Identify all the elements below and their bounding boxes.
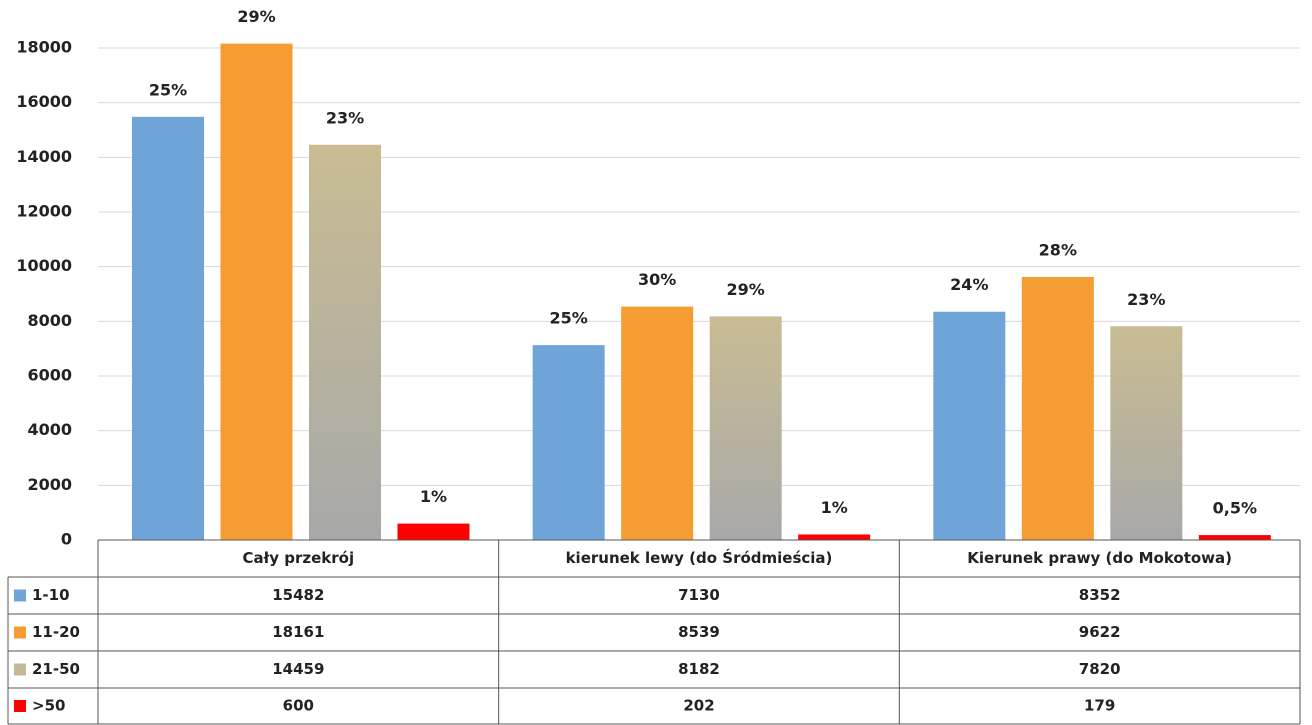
data-label: 0,5%	[1213, 499, 1257, 518]
table-value: 7130	[678, 586, 720, 604]
table-value: 7820	[1079, 660, 1121, 678]
data-label: 28%	[1039, 240, 1077, 259]
legend-label: 11-20	[32, 623, 80, 641]
y-tick-label: 8000	[27, 311, 72, 330]
bar	[132, 116, 204, 541]
bar	[532, 345, 605, 540]
table-value: 179	[1084, 697, 1115, 715]
data-label: 29%	[727, 280, 765, 299]
table-value: 600	[283, 697, 314, 715]
legend-swatch	[14, 663, 26, 676]
table-value: 15482	[272, 586, 324, 604]
category-label: Cały przekrój	[243, 549, 355, 567]
y-tick-label: 16000	[16, 92, 72, 111]
data-label: 25%	[149, 80, 187, 99]
legend-swatch	[14, 700, 26, 712]
legend-label: >50	[32, 697, 65, 715]
legend-label: 21-50	[32, 660, 80, 678]
bar	[798, 534, 871, 540]
bar	[709, 316, 782, 540]
y-tick-label: 10000	[16, 256, 72, 275]
legend-label: 1-10	[32, 586, 70, 604]
bar	[933, 311, 1006, 540]
y-tick-label: 18000	[16, 38, 72, 57]
table-value: 14459	[272, 660, 324, 678]
data-label: 25%	[550, 309, 588, 328]
bar	[1110, 326, 1183, 540]
y-tick-label: 12000	[16, 202, 72, 221]
data-label: 29%	[237, 7, 275, 26]
legend-swatch	[14, 626, 26, 639]
table-value: 8182	[678, 660, 720, 678]
table-value: 202	[683, 697, 714, 715]
table-value: 9622	[1079, 623, 1121, 641]
table-value: 8539	[678, 623, 720, 641]
y-tick-label: 4000	[27, 420, 72, 439]
y-tick-label: 6000	[27, 366, 72, 385]
table-value: 8352	[1079, 586, 1121, 604]
data-label: 24%	[950, 275, 988, 294]
y-tick-label: 0	[61, 530, 72, 549]
data-label: 1%	[821, 498, 848, 517]
category-label: Kierunek prawy (do Mokotowa)	[967, 549, 1232, 567]
y-tick-label: 2000	[27, 475, 72, 494]
category-label: kierunek lewy (do Śródmieścia)	[566, 548, 833, 567]
data-label: 30%	[638, 270, 676, 289]
bar	[621, 306, 694, 540]
bar	[220, 43, 293, 540]
data-label: 23%	[326, 108, 364, 127]
table-value: 18161	[272, 623, 324, 641]
legend-swatch	[14, 589, 26, 602]
bar	[309, 144, 381, 540]
y-tick-label: 14000	[16, 147, 72, 166]
bar	[397, 523, 470, 540]
data-label: 1%	[420, 487, 447, 506]
bar	[1198, 535, 1271, 540]
data-label: 23%	[1127, 290, 1165, 309]
bar	[1021, 276, 1094, 540]
